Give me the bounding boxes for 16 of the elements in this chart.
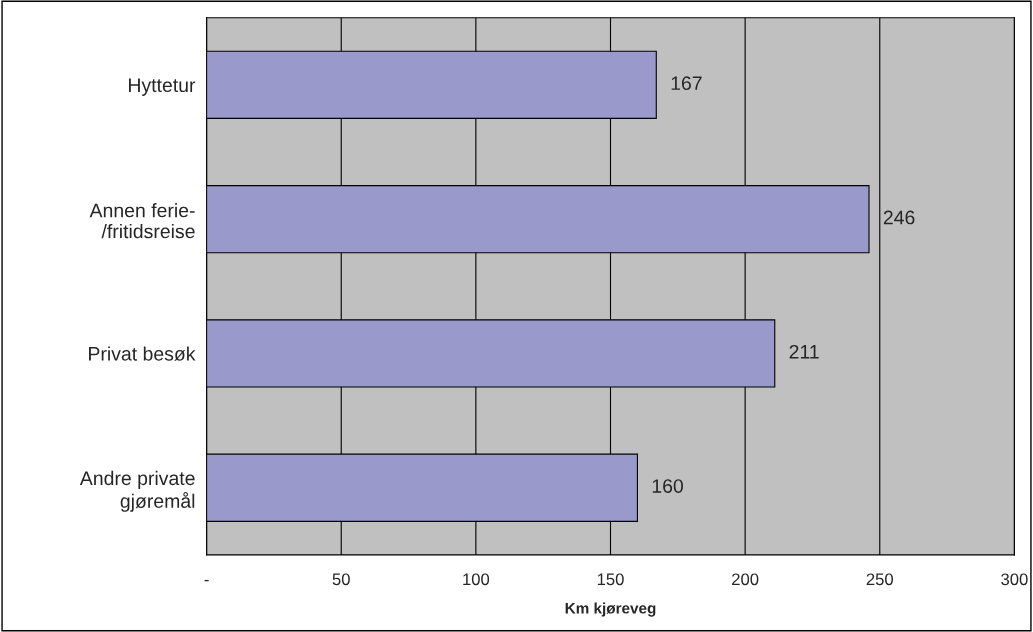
x-tick-label: 250 <box>866 573 894 586</box>
x-axis-title: Km kjøreveg <box>565 602 656 617</box>
y-tick-label: Privat besøk <box>89 346 196 361</box>
x-tick-label: 50 <box>332 573 350 586</box>
x-tick-label: 200 <box>732 573 759 586</box>
y-tick-label: Hyttetur <box>129 78 196 96</box>
x-tick-label: 300 <box>1001 573 1028 586</box>
y-tick-label: Andre private gjøremål <box>79 470 195 512</box>
x-tick-label: 150 <box>597 573 624 586</box>
x-tick-label: - <box>204 579 209 582</box>
data-label: 246 <box>883 210 915 225</box>
data-label: 160 <box>652 479 683 493</box>
x-tick-label: 100 <box>463 573 490 586</box>
data-label: 211 <box>789 344 819 359</box>
y-tick-label: Annen ferie- /fritidsreise <box>89 203 195 239</box>
data-label: 167 <box>671 76 702 91</box>
